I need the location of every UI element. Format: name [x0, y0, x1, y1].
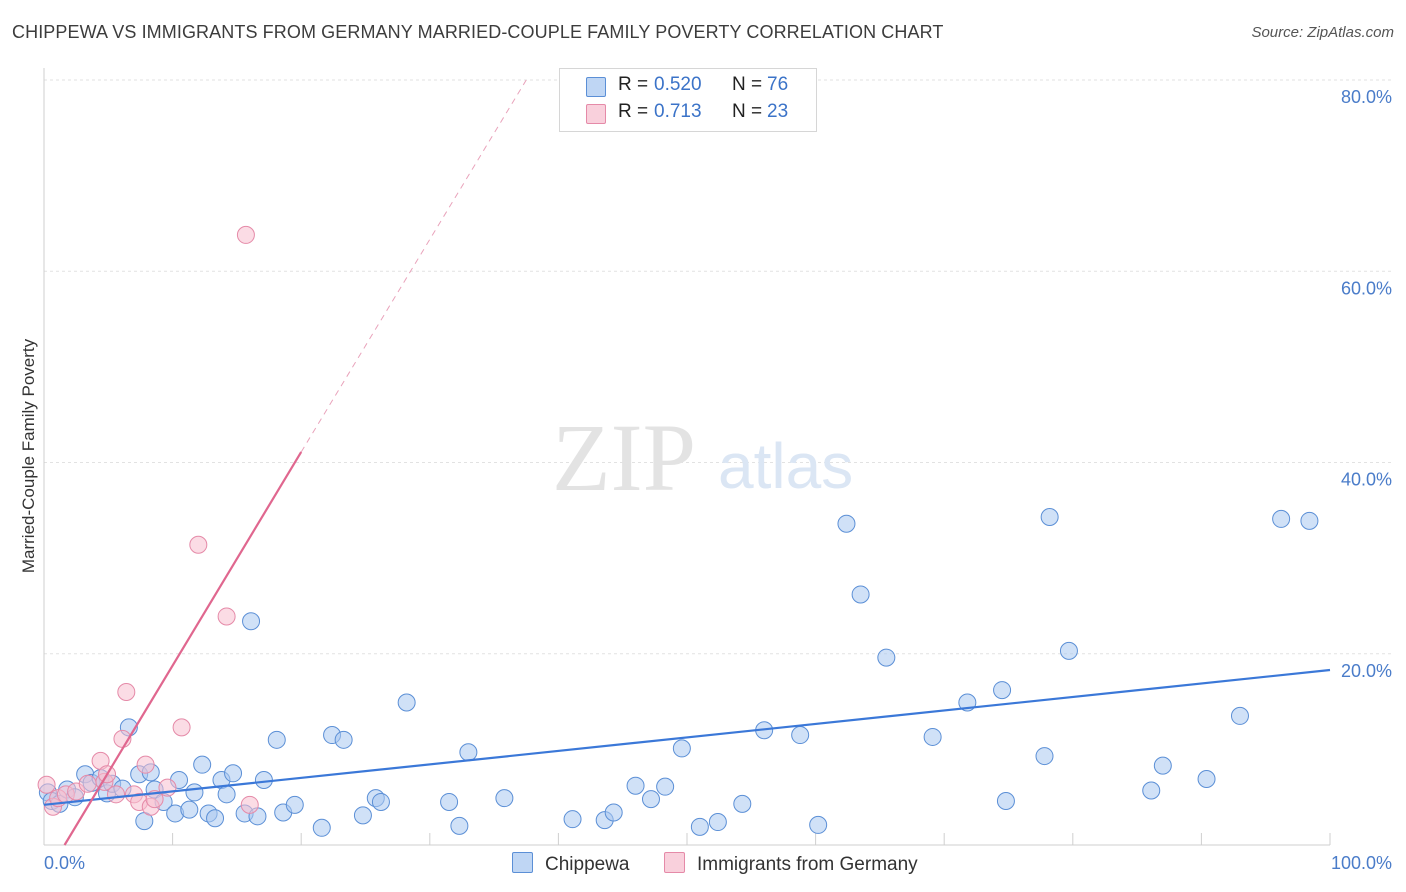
chippewa-point	[334, 730, 353, 749]
chippewa-point	[193, 755, 212, 774]
chippewa-point	[1153, 756, 1172, 775]
bottom-legend-germany: Immigrants from Germany	[664, 852, 918, 876]
x-tick-label-min: 0.0%	[44, 853, 85, 873]
legend-swatch-chippewa	[586, 77, 606, 97]
legend-n-value: 76	[767, 74, 789, 95]
bottom-legend-chippewa: Chippewa	[512, 852, 630, 876]
chippewa-point	[450, 816, 469, 835]
legend-r-value: 0.520	[654, 74, 702, 95]
germany-point	[78, 774, 97, 793]
chippewa-point	[242, 612, 261, 631]
chippewa-point	[1272, 509, 1291, 528]
germany-point	[189, 535, 208, 554]
bottom-legend-label-chippewa: Chippewa	[545, 854, 630, 875]
legend-r-value: 0.713	[654, 101, 702, 122]
bottom-legend-swatch-germany	[664, 852, 685, 873]
series-germany-points	[37, 225, 259, 816]
chippewa-point	[1035, 747, 1054, 766]
chart-title: CHIPPEWA VS IMMIGRANTS FROM GERMANY MARR…	[12, 22, 944, 42]
chippewa-point	[440, 792, 459, 811]
chippewa-point	[993, 681, 1012, 700]
chippewa-point	[809, 815, 828, 834]
chippewa-point	[353, 806, 372, 825]
legend-r-label: R =	[618, 101, 649, 122]
legend-n-label: N =	[732, 74, 763, 95]
trend-lines	[43, 79, 1331, 846]
legend-swatch-germany	[586, 104, 606, 124]
germany-point	[145, 790, 164, 809]
chippewa-point	[1059, 641, 1078, 660]
x-tick-label-max: 100.0%	[1331, 853, 1392, 873]
chippewa-point	[224, 764, 243, 783]
germany-point	[37, 775, 56, 794]
chippewa-point	[791, 726, 810, 745]
watermark-zip: ZIP	[552, 404, 696, 511]
chippewa-point	[837, 514, 856, 533]
watermark: ZIP atlas	[552, 404, 853, 511]
legend-n-label: N =	[732, 101, 763, 122]
chippewa-point	[217, 785, 236, 804]
y-tick-label: 40.0%	[1341, 470, 1392, 490]
chippewa-point	[1197, 770, 1216, 789]
germany-trend-line	[63, 451, 303, 846]
chippewa-point	[626, 776, 645, 795]
bottom-legend-label-germany: Immigrants from Germany	[697, 854, 918, 875]
axes	[43, 68, 1331, 846]
source-label: Source: ZipAtlas.com	[1251, 24, 1394, 41]
germany-point	[240, 795, 259, 814]
chippewa-point	[1040, 508, 1059, 527]
chippewa-trend-line	[43, 668, 1331, 806]
chippewa-point	[923, 727, 942, 746]
legend-r-label: R =	[618, 74, 649, 95]
watermark-atlas: atlas	[718, 430, 853, 502]
chippewa-point	[733, 794, 752, 813]
germany-point	[217, 607, 236, 626]
germany-point	[236, 225, 255, 244]
germany-point	[136, 755, 155, 774]
chippewa-point	[996, 792, 1015, 811]
chippewa-point	[495, 789, 514, 808]
chippewa-point	[1300, 511, 1319, 530]
chippewa-point	[185, 783, 204, 802]
chippewa-point	[206, 809, 225, 828]
tick-labels: 20.0% 40.0% 60.0% 80.0% 0.0% 100.0%	[44, 87, 1392, 873]
chippewa-point	[312, 818, 331, 837]
chippewa-point	[851, 585, 870, 604]
bottom-legend-swatch-chippewa	[512, 852, 533, 873]
stats-legend: R = 0.520 N = 76 R = 0.713 N = 23	[559, 68, 817, 132]
chippewa-point	[1142, 781, 1161, 800]
chippewa-point	[267, 730, 286, 749]
germany-point	[172, 718, 191, 737]
chippewa-point	[371, 792, 390, 811]
chippewa-point	[459, 743, 478, 762]
chippewa-point	[180, 800, 199, 819]
chippewa-point	[604, 803, 623, 822]
y-tick-label: 60.0%	[1341, 278, 1392, 298]
legend-n-value: 23	[767, 101, 789, 122]
y-tick-label: 20.0%	[1341, 661, 1392, 681]
germany-trend-extension	[300, 79, 527, 453]
germany-point	[107, 785, 126, 804]
grid-lines	[44, 79, 1392, 655]
chippewa-point	[877, 648, 896, 667]
chippewa-point	[708, 813, 727, 832]
y-tick-label: 80.0%	[1341, 87, 1392, 107]
germany-point	[117, 683, 136, 701]
series-chippewa-points	[38, 508, 1319, 837]
chippewa-point	[397, 693, 416, 712]
chippewa-point	[641, 790, 660, 809]
chippewa-point	[254, 770, 273, 789]
chippewa-point	[690, 817, 709, 836]
chippewa-point	[656, 777, 675, 796]
chippewa-point	[285, 795, 304, 814]
chippewa-point	[672, 739, 691, 758]
chippewa-point	[1230, 706, 1249, 725]
chippewa-point	[563, 810, 582, 829]
